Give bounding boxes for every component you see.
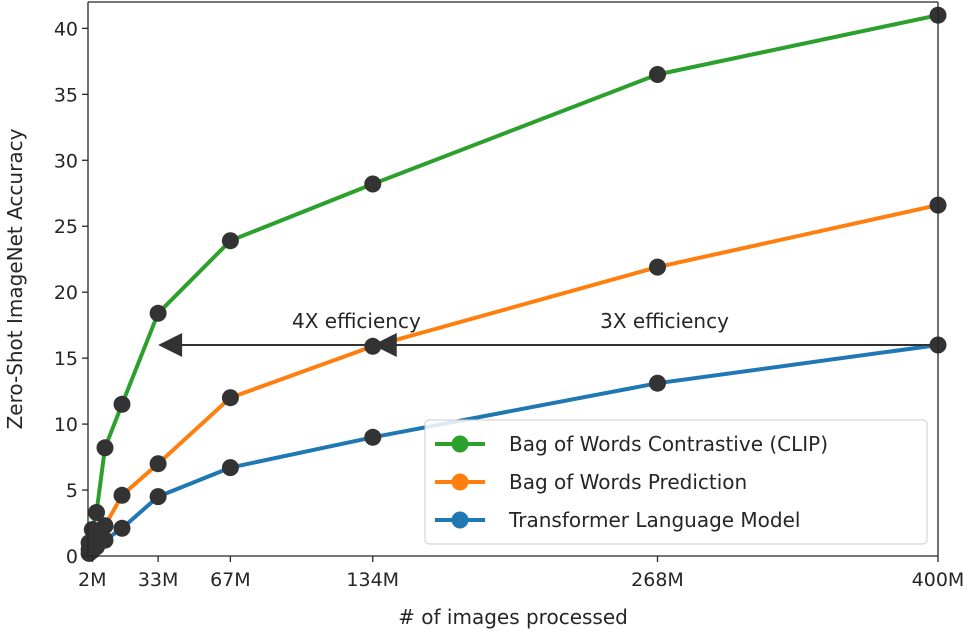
x-tick-label: 268M xyxy=(631,569,684,591)
data-point xyxy=(96,439,114,457)
data-point xyxy=(221,459,239,477)
y-axis-title: Zero-Shot ImageNet Accuracy xyxy=(3,128,27,429)
data-point xyxy=(364,337,382,355)
data-point xyxy=(221,232,239,250)
y-tick-label: 40 xyxy=(54,18,78,40)
data-point xyxy=(149,455,167,473)
data-point xyxy=(113,519,131,537)
x-tick-label: 134M xyxy=(346,569,399,591)
series-line-0 xyxy=(87,13,939,544)
y-tick-label: 25 xyxy=(54,216,78,238)
annotation-label-1: 3X efficiency xyxy=(600,309,729,333)
x-tick-label: 67M xyxy=(210,569,251,591)
legend-swatch-marker-0 xyxy=(451,435,469,453)
y-tick-label: 10 xyxy=(54,414,78,436)
y-tick-label: 15 xyxy=(54,348,78,370)
data-point xyxy=(96,531,114,549)
data-point xyxy=(88,504,105,521)
data-point xyxy=(649,258,666,276)
data-point xyxy=(649,374,666,392)
data-point xyxy=(149,488,167,506)
x-tick-label: 2M xyxy=(78,569,106,591)
annotation-arrow-head-1 xyxy=(372,332,397,357)
y-tick-label: 35 xyxy=(54,84,78,106)
data-point xyxy=(149,304,167,322)
y-tick-label: 5 xyxy=(66,480,78,502)
y-tick-label: 0 xyxy=(66,546,78,568)
data-point xyxy=(96,517,114,535)
legend-swatch-marker-2 xyxy=(451,511,469,529)
data-point xyxy=(113,395,131,413)
y-tick-label: 20 xyxy=(54,282,78,304)
y-tick-label: 30 xyxy=(54,150,78,172)
x-tick-label: 33M xyxy=(138,569,179,591)
data-point xyxy=(649,66,666,83)
legend-box xyxy=(424,419,928,545)
legend: Bag of Words Contrastive (CLIP) Bag of Wo… xyxy=(424,419,928,545)
x-axis-title: # of images processed xyxy=(398,605,628,629)
legend-swatch-marker-1 xyxy=(451,473,469,491)
data-point xyxy=(364,175,382,193)
legend-label-0: Bag of Words Contrastive (CLIP) xyxy=(509,432,828,456)
legend-label-2: Transformer Language Model xyxy=(508,508,800,532)
annotation-label-0: 4X efficiency xyxy=(292,309,421,333)
data-point xyxy=(364,428,382,446)
x-tick-label: 400M xyxy=(912,569,965,591)
data-point xyxy=(113,486,131,504)
legend-label-1: Bag of Words Prediction xyxy=(509,470,747,494)
axes: 0 5 10 15 20 25 30 35 40 2M 33M 67M 134M 268M 400M xyxy=(54,1,965,591)
data-point xyxy=(221,389,239,407)
annotation-arrow-head-0 xyxy=(158,332,183,357)
annotations: 4X efficiency 3X efficiency xyxy=(158,309,938,357)
